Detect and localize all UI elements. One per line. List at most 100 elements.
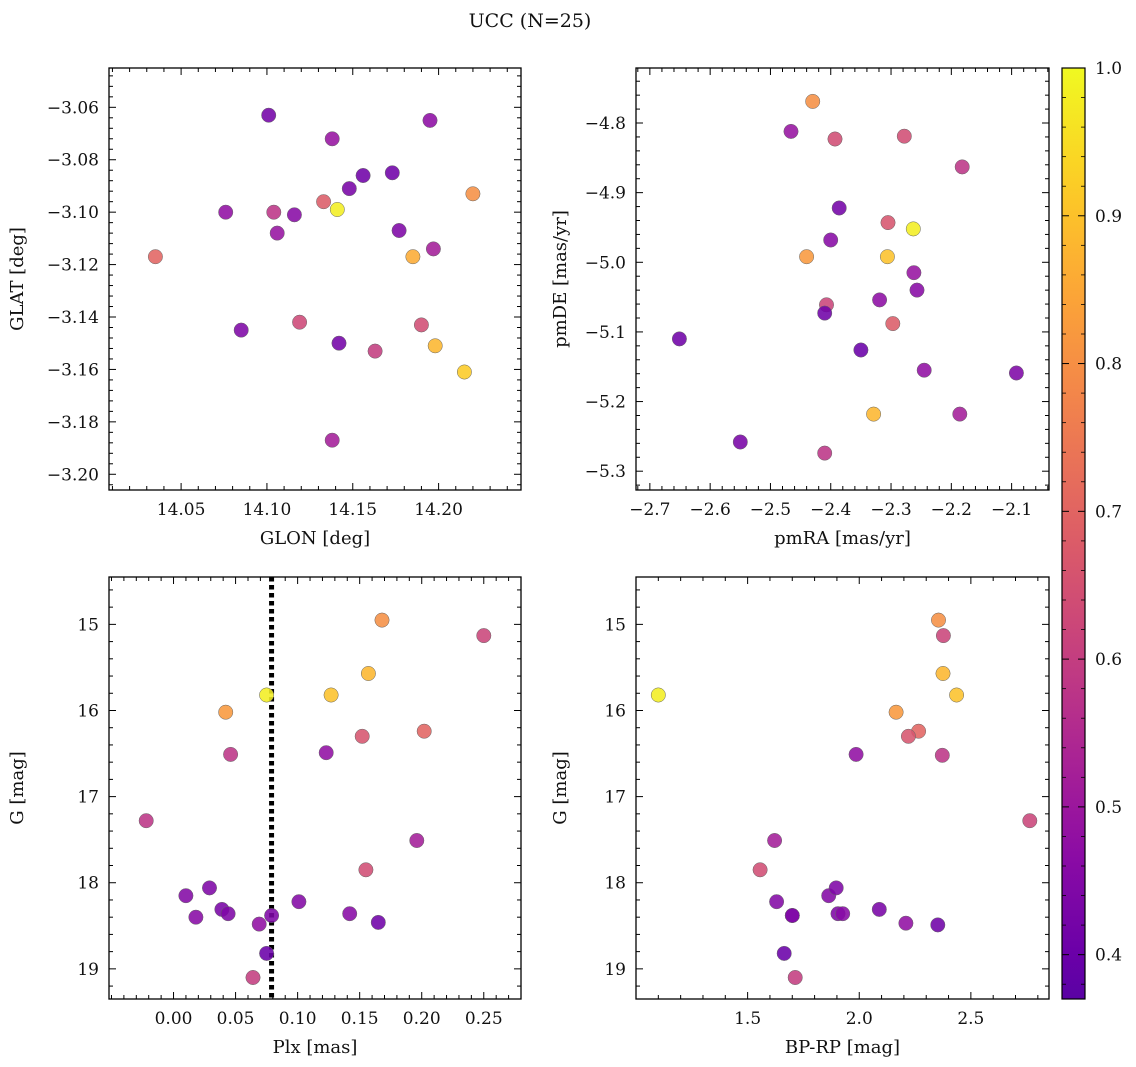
x-tick-label: 0.25 — [465, 1009, 503, 1029]
data-point — [817, 305, 833, 321]
data-point — [866, 406, 882, 422]
y-tick-label: 15 — [77, 615, 99, 635]
colorbar: 0.4 0.5 0.6 0.7 0.8 0.9 1.0 — [1061, 59, 1122, 1000]
data-point — [465, 186, 481, 202]
data-point — [178, 888, 194, 904]
colorbar-tick-label: 0.6 — [1095, 650, 1122, 670]
colorbar-gradient — [1061, 67, 1086, 1000]
x-tick-label: 0.10 — [279, 1009, 317, 1029]
y-tick-label: 16 — [77, 701, 99, 721]
data-point — [872, 292, 888, 308]
data-point — [871, 901, 887, 917]
data-point — [783, 123, 799, 139]
panel-plx-g: 0.00 0.05 0.10 0.15 0.20 0.25 15 16 17 18 19 Plx [m… — [7, 576, 522, 1058]
scatter-points — [138, 612, 492, 985]
data-point — [671, 331, 687, 347]
data-point — [405, 249, 421, 265]
data-point — [835, 906, 851, 922]
axes-frame — [108, 67, 522, 491]
x-tick-label: −2.4 — [810, 500, 851, 520]
y-tick-label: 18 — [604, 874, 626, 894]
y-tick-label: −3.08 — [47, 151, 99, 171]
data-point — [823, 232, 839, 248]
y-tick-label: −3.10 — [47, 203, 99, 223]
data-point — [331, 335, 347, 351]
x-axis-label: BP-RP [mag] — [785, 1037, 900, 1058]
data-point — [930, 917, 946, 933]
data-point — [954, 159, 970, 175]
data-point — [342, 906, 358, 922]
data-point — [384, 165, 400, 181]
data-point — [286, 207, 302, 223]
data-point — [888, 704, 904, 720]
data-point — [879, 249, 895, 265]
data-point — [266, 204, 282, 220]
x-tick-label: −2.2 — [931, 500, 972, 520]
data-point — [264, 908, 280, 923]
x-tick-label: −2.1 — [991, 500, 1032, 520]
data-point — [900, 728, 916, 744]
data-point — [828, 880, 844, 896]
data-point — [188, 909, 204, 925]
data-point — [916, 362, 932, 378]
colorbar-tick-label: 0.9 — [1095, 207, 1122, 227]
y-tick-label: −3.14 — [47, 308, 99, 328]
x-tick-label: 14.20 — [414, 500, 463, 520]
data-point — [202, 880, 217, 896]
y-tick-label: 17 — [77, 788, 99, 808]
colorbar-tick-label: 0.7 — [1095, 502, 1122, 522]
y-axis-label: pmDE [mas/yr] — [550, 210, 571, 348]
data-point — [827, 131, 843, 147]
data-point — [316, 194, 332, 210]
y-tick-label: −3.16 — [47, 360, 99, 380]
data-point — [355, 168, 371, 183]
y-tick-label: −3.06 — [47, 98, 99, 118]
colorbar-tick-label: 1.0 — [1095, 59, 1122, 79]
y-tick-label: 16 — [604, 701, 626, 721]
data-point — [413, 317, 429, 333]
data-point — [909, 282, 925, 298]
axes-frame — [108, 576, 522, 1000]
x-axis-label: pmRA [mas/yr] — [774, 528, 911, 549]
y-axis-label: G [mag] — [550, 751, 571, 824]
x-tick-label: 14.10 — [243, 500, 292, 520]
x-axis-label: Plx [mas] — [273, 1037, 358, 1058]
x-tick-label: 14.05 — [157, 500, 206, 520]
y-tick-label: 17 — [604, 788, 626, 808]
data-point — [374, 612, 390, 628]
data-point — [422, 112, 438, 128]
colorbar-tick-label: 0.4 — [1095, 946, 1122, 966]
x-tick-label: 1.5 — [734, 1009, 761, 1029]
data-point — [324, 131, 340, 147]
x-tick-label: −2.3 — [870, 500, 911, 520]
data-point — [318, 745, 334, 761]
data-point — [848, 746, 864, 762]
data-point — [259, 687, 275, 703]
data-point — [898, 915, 914, 931]
y-axis-label: GLAT [deg] — [7, 227, 28, 331]
data-point — [805, 93, 821, 109]
x-tick-label: 2.0 — [846, 1009, 873, 1029]
data-point — [354, 728, 370, 744]
data-point — [799, 249, 815, 265]
panel-glon-glat: 14.05 14.10 14.15 14.20 −3.06 −3.08 −3.10 −3.12… — [7, 67, 522, 549]
figure-title: UCC (N=25) — [469, 10, 592, 32]
x-tick-label: 0.00 — [155, 1009, 193, 1029]
data-point — [896, 128, 912, 144]
data-point — [324, 432, 340, 448]
y-tick-label: 19 — [604, 960, 626, 980]
x-tick-label: −2.7 — [629, 500, 670, 520]
data-point — [370, 914, 386, 930]
data-point — [949, 687, 965, 703]
y-tick-label: −3.12 — [47, 256, 99, 276]
data-point — [269, 225, 285, 241]
scatter-points — [147, 107, 481, 448]
data-point — [853, 342, 869, 358]
colorbar-tick-label: 0.5 — [1095, 798, 1122, 818]
data-point — [732, 434, 748, 450]
data-point — [220, 906, 236, 922]
data-point — [906, 265, 922, 281]
scatter-points — [650, 612, 1038, 985]
panel-bprp-g: 1.5 2.0 2.5 15 16 17 18 19 BP-RP [mag] G [mag] — [550, 576, 1050, 1058]
